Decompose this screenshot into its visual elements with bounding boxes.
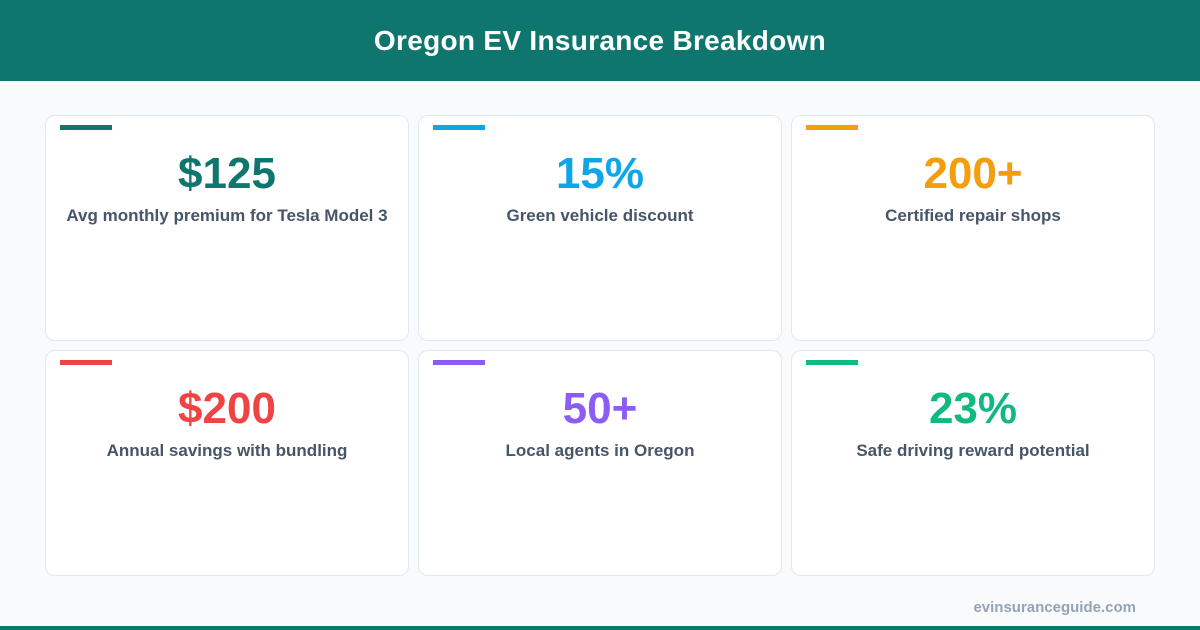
- stat-value: 23%: [928, 384, 1018, 433]
- stat-label: Certified repair shops: [885, 206, 1061, 225]
- footer-bar: [0, 626, 1200, 630]
- stat-card-repair-shops: 200+ Certified repair shops: [791, 115, 1155, 341]
- card-accent-bar: [433, 360, 485, 365]
- stats-grid: $125 Avg monthly premium for Tesla Model…: [45, 115, 1155, 576]
- footer-site-url: evinsuranceguide.com: [973, 599, 1136, 616]
- card-accent-bar: [806, 360, 858, 365]
- stat-label: Local agents in Oregon: [505, 441, 695, 460]
- stat-card-discount: 15% Green vehicle discount: [418, 115, 782, 341]
- stat-label: Green vehicle discount: [506, 206, 694, 225]
- card-accent-bar: [433, 125, 485, 130]
- stat-card-safe-driving: 23% Safe driving reward potential: [791, 350, 1155, 576]
- stat-value: 15%: [555, 149, 645, 198]
- card-accent-bar: [60, 360, 112, 365]
- card-accent-bar: [60, 125, 112, 130]
- card-accent-bar: [806, 125, 858, 130]
- stat-label: Avg monthly premium for Tesla Model 3: [66, 206, 388, 225]
- stat-card-agents: 50+ Local agents in Oregon: [418, 350, 782, 576]
- stat-value: $125: [178, 149, 276, 198]
- stat-value: 50+: [562, 384, 638, 433]
- stat-card-savings: $200 Annual savings with bundling: [45, 350, 409, 576]
- stat-label: Annual savings with bundling: [106, 441, 348, 460]
- stat-card-premium: $125 Avg monthly premium for Tesla Model…: [45, 115, 409, 341]
- stat-value: 200+: [923, 149, 1023, 198]
- header-banner: Oregon EV Insurance Breakdown: [0, 0, 1200, 81]
- page-title: Oregon EV Insurance Breakdown: [373, 24, 827, 56]
- stat-label: Safe driving reward potential: [856, 441, 1090, 460]
- stat-value: $200: [178, 384, 276, 433]
